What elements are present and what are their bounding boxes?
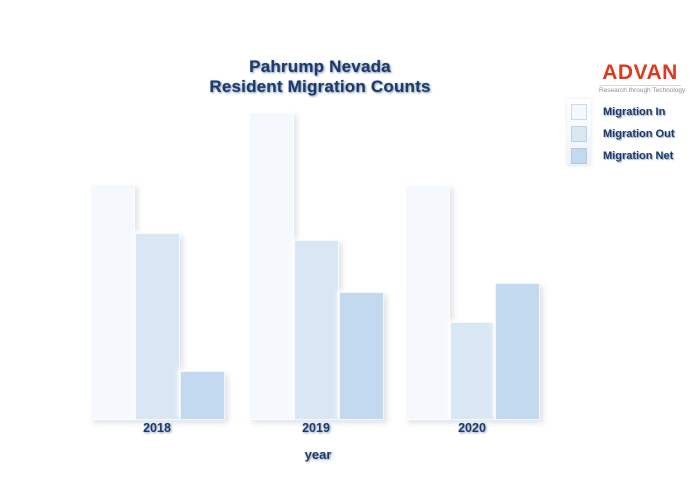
bar-migration-net-2020 xyxy=(495,283,540,420)
bar-migration-in-2020 xyxy=(405,185,450,420)
legend-swatch-icon xyxy=(571,126,587,142)
advan-logo-tagline: Research through Technology xyxy=(599,85,686,94)
bar-migration-out-2020 xyxy=(450,322,495,420)
bar-migration-net-2018 xyxy=(180,371,225,420)
advan-logo: ADVAN Research through Technology xyxy=(596,60,686,100)
chart-title-line2: Resident Migration Counts xyxy=(209,77,431,96)
chart-title-line1: Pahrump Nevada xyxy=(249,57,391,76)
x-tick-2019: 2019 xyxy=(302,421,330,435)
bar-migration-in-2019 xyxy=(249,112,294,420)
advan-logo-text: ADVAN xyxy=(602,61,678,84)
legend-swatch-icon xyxy=(571,148,587,164)
bar-migration-net-2019 xyxy=(339,292,384,420)
x-tick-2020: 2020 xyxy=(458,421,486,435)
x-tick-2018: 2018 xyxy=(143,421,171,435)
bar-migration-out-2019 xyxy=(294,240,339,420)
legend-item-label: Migration In xyxy=(603,106,666,118)
bar-migration-out-2018 xyxy=(135,233,180,420)
chart-title: Pahrump Nevada Resident Migration Counts xyxy=(0,57,640,97)
legend-item-label: Migration Net xyxy=(603,150,674,162)
bar-migration-in-2018 xyxy=(90,184,135,420)
x-axis-title: year xyxy=(304,447,332,462)
legend-swatch-icon xyxy=(571,104,587,120)
legend-item-label: Migration Out xyxy=(603,128,675,140)
